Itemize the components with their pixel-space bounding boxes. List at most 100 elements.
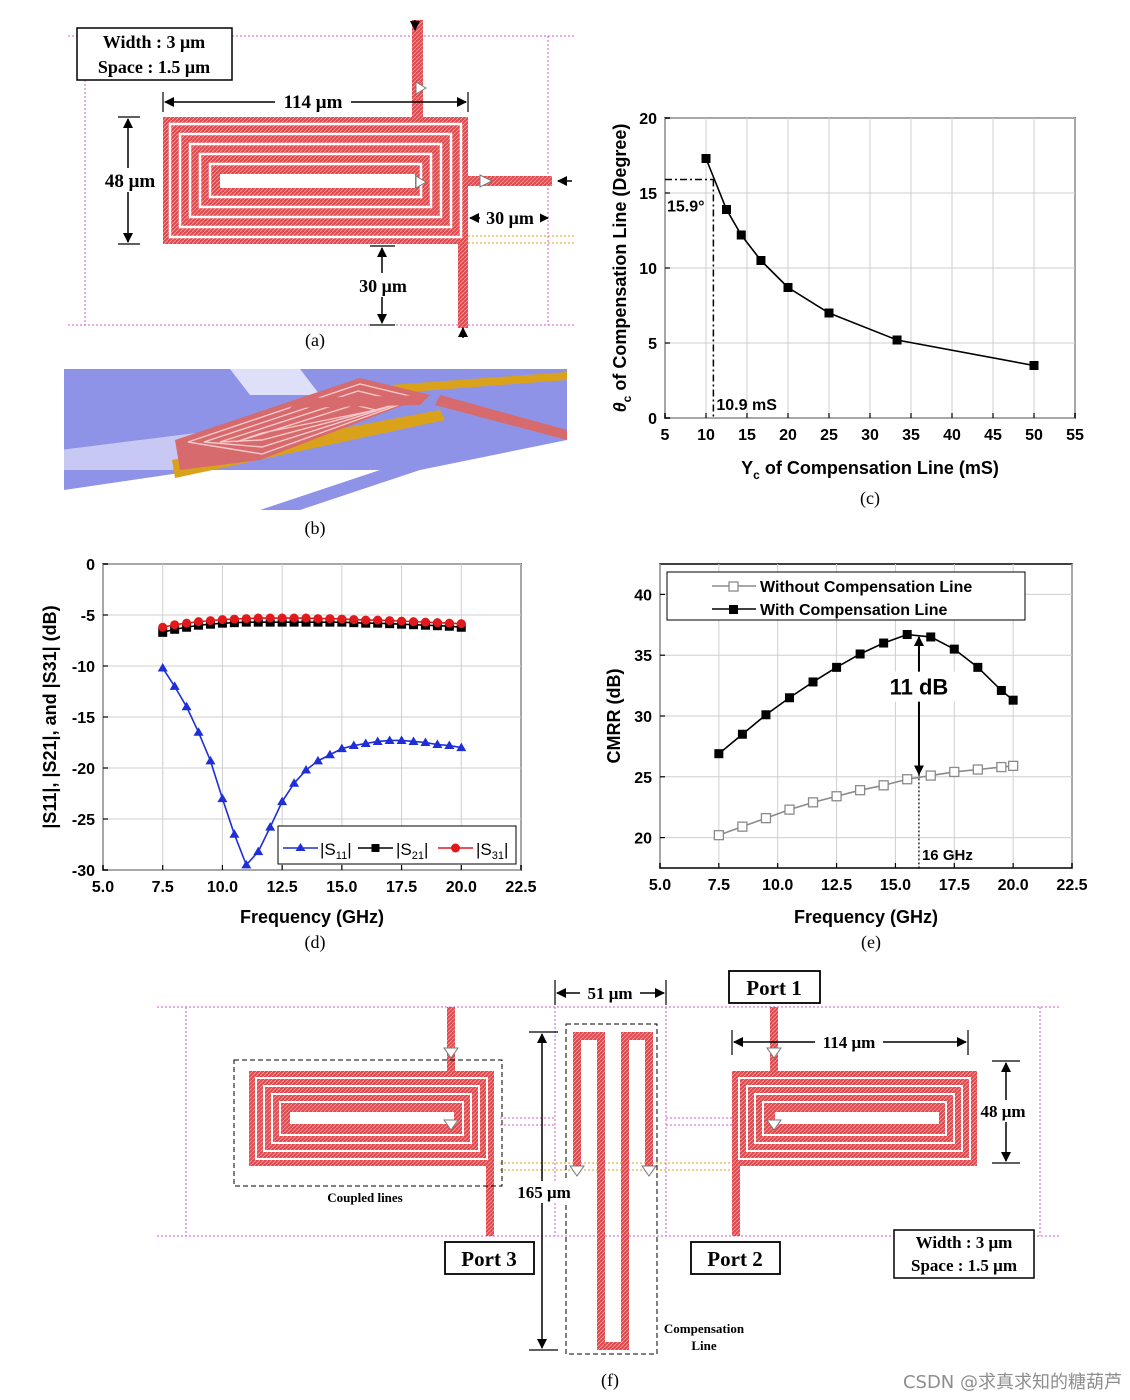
data-point (892, 335, 902, 345)
data-point (253, 846, 264, 856)
data-point (301, 765, 312, 774)
data-point (336, 743, 347, 753)
data-point (182, 618, 192, 628)
tick-label-y: 40 (634, 587, 652, 604)
tick-label-x: 22.5 (1056, 877, 1087, 894)
data-point (824, 308, 834, 318)
compensation-label-1: Compensation (664, 1321, 745, 1336)
tick-label-y: 35 (634, 648, 652, 665)
data-point (158, 622, 168, 632)
data-point (325, 614, 335, 624)
data-point (902, 774, 913, 785)
data-point (194, 617, 204, 627)
annotation-x-label: 10.9 mS (716, 397, 777, 414)
data-point (902, 630, 912, 640)
data-point (217, 615, 227, 625)
tick-label-y: 5 (648, 336, 657, 353)
data-point (241, 614, 251, 624)
dim-51-f: 51 μm (587, 984, 632, 1003)
tick-label-x: 5.0 (649, 877, 671, 894)
dim-30-bottom-a: 30 μm (359, 276, 407, 296)
tick-label-y: -20 (72, 761, 95, 778)
port-3-label: Port 3 (461, 1247, 516, 1271)
tick-label-y: -10 (72, 659, 95, 676)
data-point (722, 205, 731, 214)
tick-label-x: 12.5 (267, 879, 298, 896)
data-point (756, 256, 766, 265)
caption-d: (d) (305, 932, 326, 953)
data-point (312, 755, 323, 765)
chart-d: 5.0 7.5 10.0 12.5 15.0 17.5 20.0 22.5 0 -5 -10 -15… (40, 557, 537, 953)
data-point (313, 614, 323, 624)
data-point (360, 738, 371, 748)
tick-label-x: 5.0 (92, 879, 114, 896)
caption-f: (f) (601, 1370, 619, 1391)
data-point (855, 649, 865, 659)
data-point (456, 619, 466, 629)
spiral-inductor-right (732, 1007, 977, 1236)
data-point (337, 614, 347, 624)
data-point (879, 638, 889, 648)
tick-label-x: 5 (661, 427, 670, 444)
tick-label-y: 20 (634, 831, 652, 848)
tick-label-x: 30 (861, 427, 879, 444)
data-point (420, 737, 431, 746)
annotation-y-label: 15.9° (667, 199, 705, 216)
tick-label-y: -30 (72, 863, 95, 880)
tick-label-x: 15 (738, 427, 756, 444)
tick-label-y: 30 (634, 709, 652, 726)
compensation-label-2: Line (691, 1338, 717, 1353)
caption-c: (c) (860, 488, 880, 509)
legend-label-without: Without Compensation Line (760, 579, 972, 596)
chart-d-ylabel: |S11|, |S21|, and |S31| (dB) (40, 605, 60, 828)
data-point (783, 283, 793, 292)
data-point (397, 616, 407, 626)
dim-48-f: 48 μm (980, 1102, 1025, 1121)
legend-marker-s21 (371, 844, 380, 852)
data-point (396, 735, 407, 744)
chart-e-series (713, 630, 1019, 841)
data-point (158, 627, 168, 637)
data-point (384, 735, 395, 744)
chart-e: 5.0 7.5 10.0 12.5 15.0 17.5 20.0 22.5 20 25 30 35 4… (604, 563, 1088, 953)
chart-e-xlabel: Frequency (GHz) (794, 907, 938, 927)
tick-label-y: 0 (648, 411, 657, 428)
legend-label-s21: |S21| (396, 840, 428, 862)
chart-c-ylabel: θc of Compensation Line (Degree) (610, 124, 634, 413)
data-point (973, 662, 983, 672)
series-line-without-compensation-line (718, 765, 1014, 836)
tick-label-x: 45 (984, 427, 1002, 444)
tick-label-x: 10.0 (207, 879, 238, 896)
tick-label-x: 20.0 (998, 877, 1029, 894)
data-point (949, 644, 959, 654)
panel-b-3d-view: (b) (60, 369, 567, 539)
chart-c-annotation: 15.9° 10.9 mS (665, 178, 777, 418)
tick-label-x: 10 (697, 427, 715, 444)
chart-c-xticks: 5 10 15 20 25 30 35 40 45 50 55 (661, 413, 1084, 444)
chart-c-grid (664, 117, 1076, 419)
data-point (972, 764, 983, 775)
port-1-label: Port 1 (746, 976, 801, 1000)
chart-e-legend: Without Compensation Line With Compensat… (666, 571, 1026, 621)
tick-label-x: 40 (943, 427, 961, 444)
annotation-bg (882, 671, 955, 702)
data-point (265, 822, 276, 831)
data-point (170, 624, 180, 634)
dim-48-a: 48 μm (105, 171, 156, 192)
data-point (926, 632, 936, 642)
data-point (432, 739, 443, 749)
legend-label-s11: |S11| (320, 840, 352, 862)
data-point (444, 618, 454, 628)
data-point (737, 821, 748, 832)
data-point (807, 797, 819, 808)
legend-label-s31: |S31| (476, 840, 508, 862)
data-point (761, 710, 771, 720)
dim-30-right-a: 30 μm (486, 208, 534, 228)
data-point (713, 830, 725, 841)
tick-label-x: 35 (902, 427, 920, 444)
data-point (878, 780, 889, 791)
data-point (408, 736, 419, 745)
annotation-16ghz-label: 16 GHz (922, 847, 973, 864)
